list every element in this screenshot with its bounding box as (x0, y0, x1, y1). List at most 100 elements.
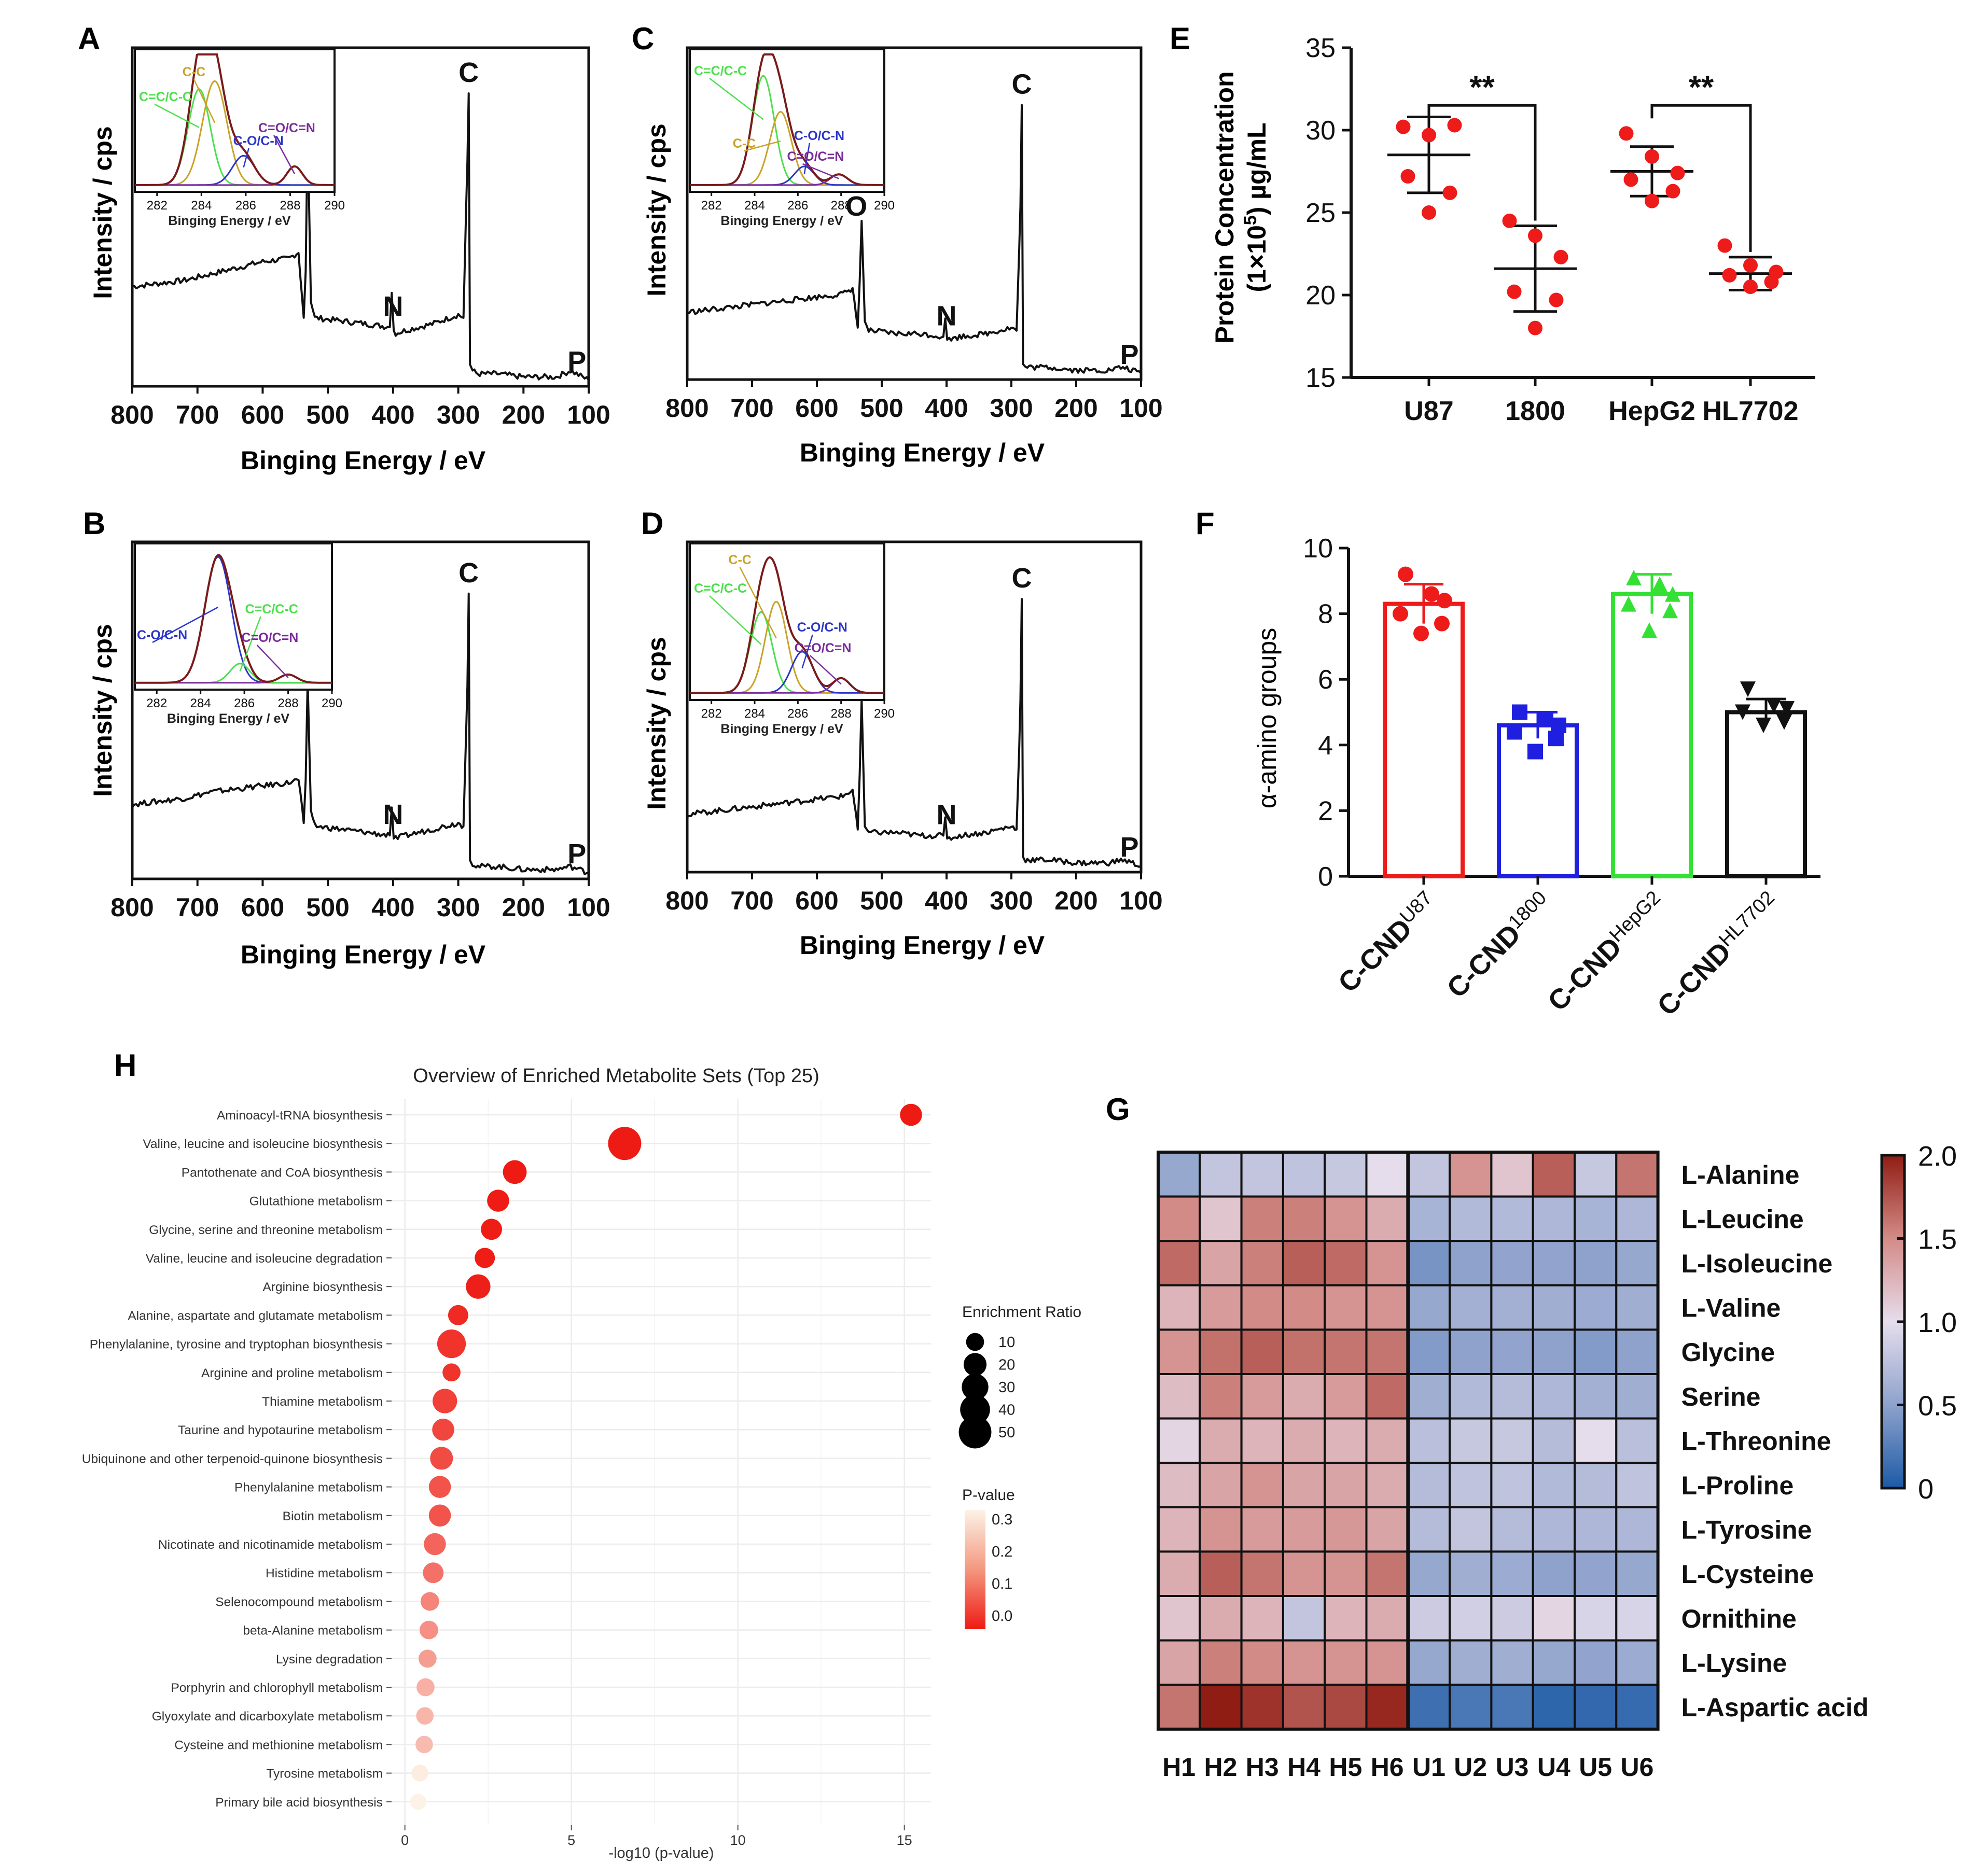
panel-g-heatmap-cell (1324, 1506, 1368, 1553)
panel-g-heatmap-cell (1240, 1550, 1284, 1597)
panel-g-heatmap-cell (1365, 1417, 1409, 1464)
panel-f-ytick-label: 6 (1318, 665, 1333, 695)
panel-g-heatmap-cell (1532, 1639, 1576, 1686)
panel-g-heatmap-cell (1157, 1151, 1201, 1198)
panel-f-data-point (1626, 569, 1642, 585)
panel-a-inset-xtick-label: 290 (324, 199, 345, 213)
panel-b-xtick-label: 100 (567, 893, 610, 922)
panel-h-pathway-label: Ubiquinone and other terpenoid-quinone b… (82, 1452, 383, 1466)
panel-a-xtick-label: 700 (176, 400, 219, 429)
panel-g-heatmap-cell (1365, 1639, 1409, 1686)
panel-h-dot (420, 1592, 439, 1611)
panel-d-label: D (641, 506, 663, 541)
panel-e-data-point (1400, 169, 1415, 184)
panel-b-xlabel: Binging Energy / eV (241, 940, 486, 969)
panel-c-inset-arrow-3 (802, 163, 839, 179)
panel-g-heatmap-cell (1490, 1550, 1534, 1597)
panel-g-heatmap-cell (1615, 1328, 1659, 1375)
panel-c-label: C (632, 21, 654, 56)
panel-g-heatmap-cell (1490, 1195, 1534, 1242)
panel-g-heatmap-cell (1282, 1284, 1326, 1331)
panel-g-heatmap-cell (1490, 1240, 1534, 1286)
panel-g-heatmap-cell (1240, 1328, 1284, 1375)
panel-g-heatmap-cell (1615, 1240, 1659, 1286)
panel-f-ytick-label: 2 (1318, 796, 1333, 826)
panel-g-heatmap-cell (1532, 1417, 1576, 1464)
panel-g-column-label: U2 (1454, 1753, 1487, 1782)
panel-c-xlabel: Binging Energy / eV (800, 438, 1045, 467)
panel-f-data-point (1434, 615, 1450, 632)
panel-b-inset-xtick-label: 288 (278, 696, 299, 710)
panel-h-dot (418, 1649, 437, 1668)
panel-g-heatmap-cell (1199, 1417, 1243, 1464)
panel-f-ytick-label: 8 (1318, 599, 1333, 629)
panel-h-color-legend-label: 0.0 (992, 1608, 1012, 1625)
panel-g-heatmap-cell (1365, 1506, 1409, 1553)
panel-f-data-point (1662, 603, 1678, 619)
panel-f-data-point (1512, 704, 1527, 720)
panel-g-heatmap-cell (1324, 1195, 1368, 1242)
panel-g-column-label: U4 (1537, 1753, 1570, 1782)
panel-g-colorbar-label: 0 (1918, 1474, 1934, 1505)
panel-d-inset-arrow-3 (809, 655, 842, 685)
panel-a-inset-arrow-0 (193, 79, 216, 123)
panel-h-pathway-label: Glycine, serine and threonine metabolism (149, 1223, 383, 1237)
panel-g-heatmap-cell (1365, 1373, 1409, 1420)
panel-b-label: B (83, 506, 105, 541)
panel-g-heatmap-cell (1365, 1240, 1409, 1286)
panel-g-heatmap-cell (1324, 1373, 1368, 1420)
panel-h-size-legend-dot (966, 1333, 984, 1351)
panel-f-data-point (1779, 701, 1795, 717)
panel-h-size-legend-label: 30 (998, 1379, 1015, 1396)
panel-g-heatmap-cell (1574, 1506, 1618, 1553)
panel-c-inset-xtick-label: 282 (701, 199, 722, 213)
panel-a-inset-envelope-line (135, 53, 335, 186)
panel-b-xtick-label: 400 (371, 893, 414, 922)
panel-e-category-label: U87 (1404, 396, 1453, 426)
panel-g-column-label: H2 (1204, 1753, 1237, 1782)
panel-g-label: G (1106, 1092, 1130, 1127)
panel-d-inset-xtick-label: 290 (874, 707, 895, 721)
panel-g-heatmap-cell (1615, 1595, 1659, 1642)
panel-g-heatmap-cell (1324, 1684, 1368, 1730)
panel-d-xtick-label: 800 (665, 886, 708, 915)
panel-g-heatmap-cell (1199, 1151, 1243, 1198)
panel-h-pathway-label: Glyoxylate and dicarboxylate metabolism (152, 1710, 383, 1724)
panel-c-xtick-label: 100 (1119, 394, 1162, 423)
panel-g-heatmap-cell (1240, 1195, 1284, 1242)
panel-f-bar (1383, 601, 1465, 878)
panel-g-heatmap-cell (1240, 1595, 1284, 1642)
panel-g-heatmap-cell (1324, 1462, 1368, 1508)
panel-b-frame (131, 540, 590, 880)
panel-g-row-label: Serine (1681, 1382, 1761, 1411)
panel-h-pathway-label: Thiamine metabolism (262, 1395, 383, 1409)
panel-h-pathway-label: Glutathione metabolism (249, 1195, 383, 1209)
panel-a-ylabel: Intensity / cps (88, 126, 117, 299)
panel-e-ylabel-line2: (1×105) µg/mL (1241, 123, 1271, 292)
panel-g-column-label: U5 (1579, 1753, 1612, 1782)
panel-g-heatmap-cell (1574, 1195, 1618, 1242)
panel-g-heatmap-cell (1532, 1684, 1576, 1730)
panel-g-heatmap-cell (1324, 1550, 1368, 1597)
panel-h-color-legend-bar (965, 1510, 985, 1629)
panel-g-heatmap-cell (1282, 1506, 1326, 1553)
panel-h-xtick-label: 15 (897, 1832, 912, 1848)
panel-g-heatmap-cell (1282, 1240, 1326, 1286)
panel-c-inset-label-2: C-O/C-N (794, 129, 844, 143)
panel-g-heatmap-cell (1532, 1195, 1576, 1242)
panel-c-xtick-label: 600 (795, 394, 838, 423)
panel-a-inset-label-1: C=C/C-C (139, 90, 192, 104)
panel-g-heatmap-cell (1157, 1684, 1201, 1730)
panel-c-inset-xtick-label: 284 (744, 199, 765, 213)
panel-g-column-label: U1 (1412, 1753, 1445, 1782)
panel-e-data-point (1528, 320, 1542, 335)
panel-g-colorbar-label: 2.0 (1918, 1141, 1957, 1172)
panel-g-heatmap-cell (1407, 1417, 1451, 1464)
panel-e-data-point (1665, 184, 1680, 199)
panel-g-row-label: L-Cysteine (1681, 1560, 1814, 1589)
panel-e-ytick-label: 30 (1305, 116, 1336, 146)
panel-g-heatmap-cell (1199, 1684, 1243, 1730)
panel-g-heatmap-cell (1490, 1328, 1534, 1375)
panel-a-xtick-label: 200 (502, 400, 545, 429)
panel-b-inset-xtick-label: 290 (322, 696, 342, 710)
